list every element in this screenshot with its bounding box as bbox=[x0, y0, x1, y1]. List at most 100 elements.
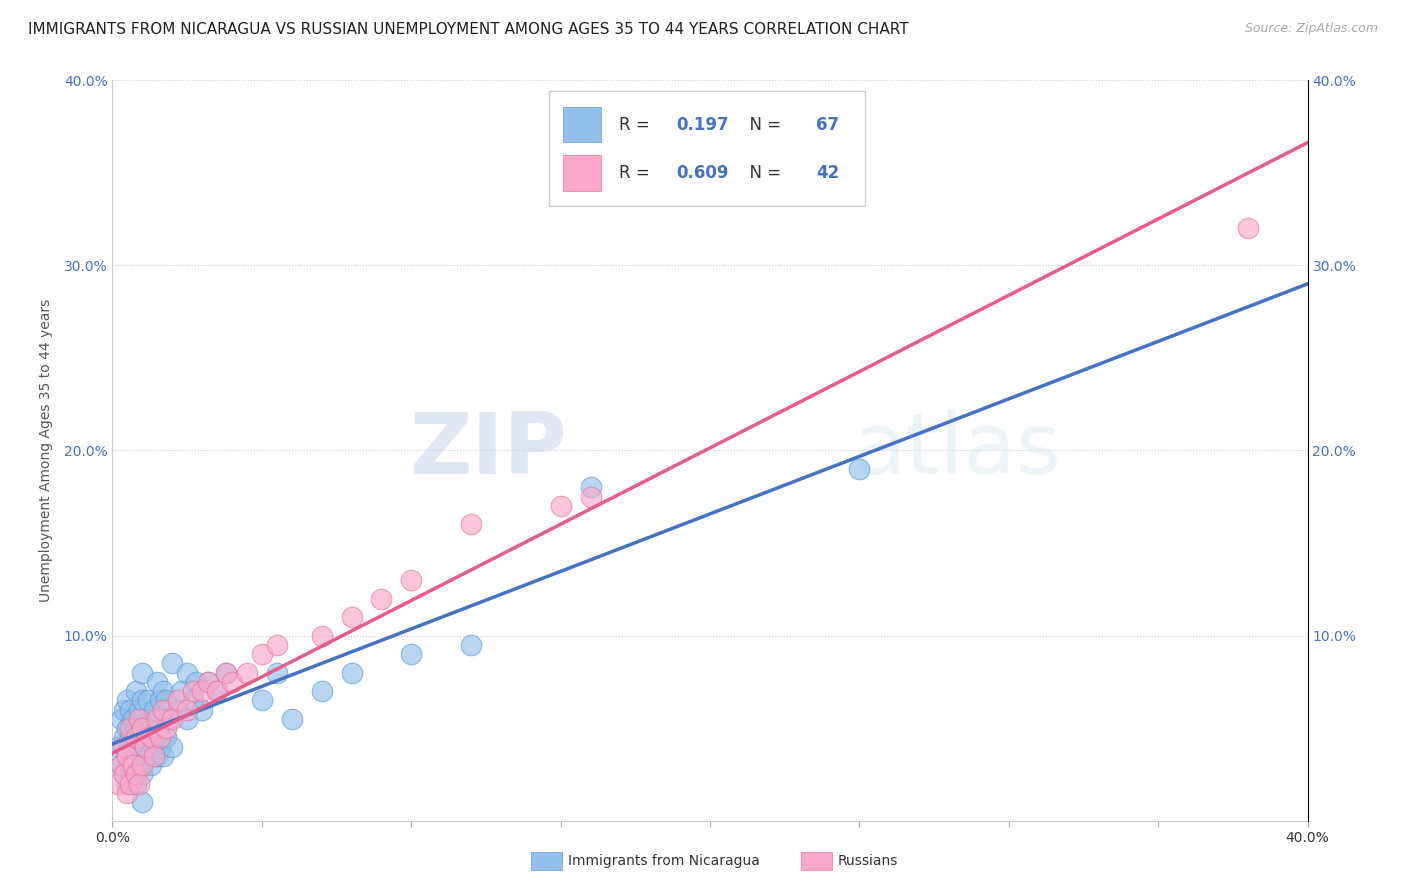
Point bbox=[162, 712, 183, 726]
Point bbox=[122, 758, 145, 772]
Text: Source: ZipAtlas.com: Source: ZipAtlas.com bbox=[1244, 22, 1378, 36]
Point bbox=[848, 462, 870, 476]
Point bbox=[176, 712, 198, 726]
Point bbox=[221, 674, 243, 689]
Point bbox=[117, 776, 139, 791]
Point bbox=[114, 703, 135, 717]
Point bbox=[128, 758, 150, 772]
Point bbox=[138, 721, 160, 735]
Point bbox=[141, 731, 163, 745]
Point bbox=[401, 573, 423, 587]
Text: 42: 42 bbox=[817, 164, 839, 182]
Point bbox=[117, 748, 139, 763]
Point bbox=[401, 647, 423, 661]
Point bbox=[125, 684, 148, 698]
Point bbox=[250, 693, 273, 707]
Point bbox=[205, 684, 228, 698]
Point bbox=[162, 657, 183, 671]
Point bbox=[128, 776, 150, 791]
Point bbox=[205, 684, 228, 698]
Point bbox=[131, 693, 153, 707]
Point bbox=[281, 712, 304, 726]
Text: N =: N = bbox=[738, 116, 786, 134]
Point bbox=[122, 767, 145, 781]
Point bbox=[125, 748, 148, 763]
Point bbox=[152, 684, 174, 698]
Point bbox=[131, 767, 153, 781]
Point bbox=[134, 739, 156, 754]
Point bbox=[370, 591, 392, 606]
Point bbox=[120, 731, 142, 745]
Point bbox=[149, 693, 172, 707]
Point bbox=[141, 712, 163, 726]
Point bbox=[149, 731, 172, 745]
Point bbox=[197, 674, 219, 689]
Point bbox=[125, 731, 148, 745]
Point bbox=[107, 776, 129, 791]
Point bbox=[579, 490, 602, 504]
Point bbox=[155, 693, 177, 707]
Point bbox=[128, 731, 150, 745]
Point bbox=[114, 739, 135, 754]
Point bbox=[157, 712, 180, 726]
Point bbox=[162, 739, 183, 754]
Point bbox=[117, 786, 139, 800]
Point bbox=[131, 795, 153, 809]
Point bbox=[266, 638, 288, 652]
Text: 0.197: 0.197 bbox=[676, 116, 730, 134]
Text: R =: R = bbox=[619, 164, 655, 182]
FancyBboxPatch shape bbox=[548, 91, 866, 206]
Point bbox=[128, 703, 150, 717]
Point bbox=[122, 712, 145, 726]
Point bbox=[117, 748, 139, 763]
Point bbox=[120, 758, 142, 772]
Point bbox=[131, 721, 153, 735]
Point bbox=[117, 693, 139, 707]
Point bbox=[176, 665, 198, 680]
Point bbox=[191, 703, 214, 717]
Point bbox=[131, 758, 153, 772]
Point bbox=[266, 665, 288, 680]
Point bbox=[107, 739, 129, 754]
FancyBboxPatch shape bbox=[562, 155, 602, 191]
Point bbox=[146, 674, 169, 689]
Text: atlas: atlas bbox=[853, 409, 1062, 492]
Point bbox=[117, 721, 139, 735]
Point bbox=[1237, 221, 1260, 235]
Text: IMMIGRANTS FROM NICARAGUA VS RUSSIAN UNEMPLOYMENT AMONG AGES 35 TO 44 YEARS CORR: IMMIGRANTS FROM NICARAGUA VS RUSSIAN UNE… bbox=[28, 22, 908, 37]
Point bbox=[579, 481, 602, 495]
Point bbox=[167, 693, 190, 707]
Point bbox=[460, 638, 482, 652]
Point bbox=[311, 628, 333, 642]
Text: 0.609: 0.609 bbox=[676, 164, 730, 182]
Point bbox=[176, 703, 198, 717]
Point bbox=[181, 693, 204, 707]
Y-axis label: Unemployment Among Ages 35 to 44 years: Unemployment Among Ages 35 to 44 years bbox=[38, 299, 52, 602]
Point bbox=[128, 712, 150, 726]
Point bbox=[120, 776, 142, 791]
Point bbox=[340, 610, 363, 624]
Point bbox=[110, 758, 132, 772]
Point bbox=[110, 712, 132, 726]
Point bbox=[250, 647, 273, 661]
Point bbox=[170, 684, 193, 698]
Point bbox=[120, 703, 142, 717]
Point bbox=[141, 758, 163, 772]
Point bbox=[131, 665, 153, 680]
Point bbox=[125, 721, 148, 735]
Point bbox=[155, 731, 177, 745]
Point bbox=[215, 665, 238, 680]
Point bbox=[191, 684, 214, 698]
Point bbox=[125, 767, 148, 781]
Point bbox=[114, 731, 135, 745]
Point bbox=[197, 674, 219, 689]
Point bbox=[110, 758, 132, 772]
FancyBboxPatch shape bbox=[562, 107, 602, 143]
Point bbox=[138, 748, 160, 763]
Point bbox=[460, 517, 482, 532]
Point bbox=[215, 665, 238, 680]
Point bbox=[131, 743, 153, 757]
Point bbox=[131, 721, 153, 735]
Point bbox=[340, 665, 363, 680]
Point bbox=[181, 684, 204, 698]
